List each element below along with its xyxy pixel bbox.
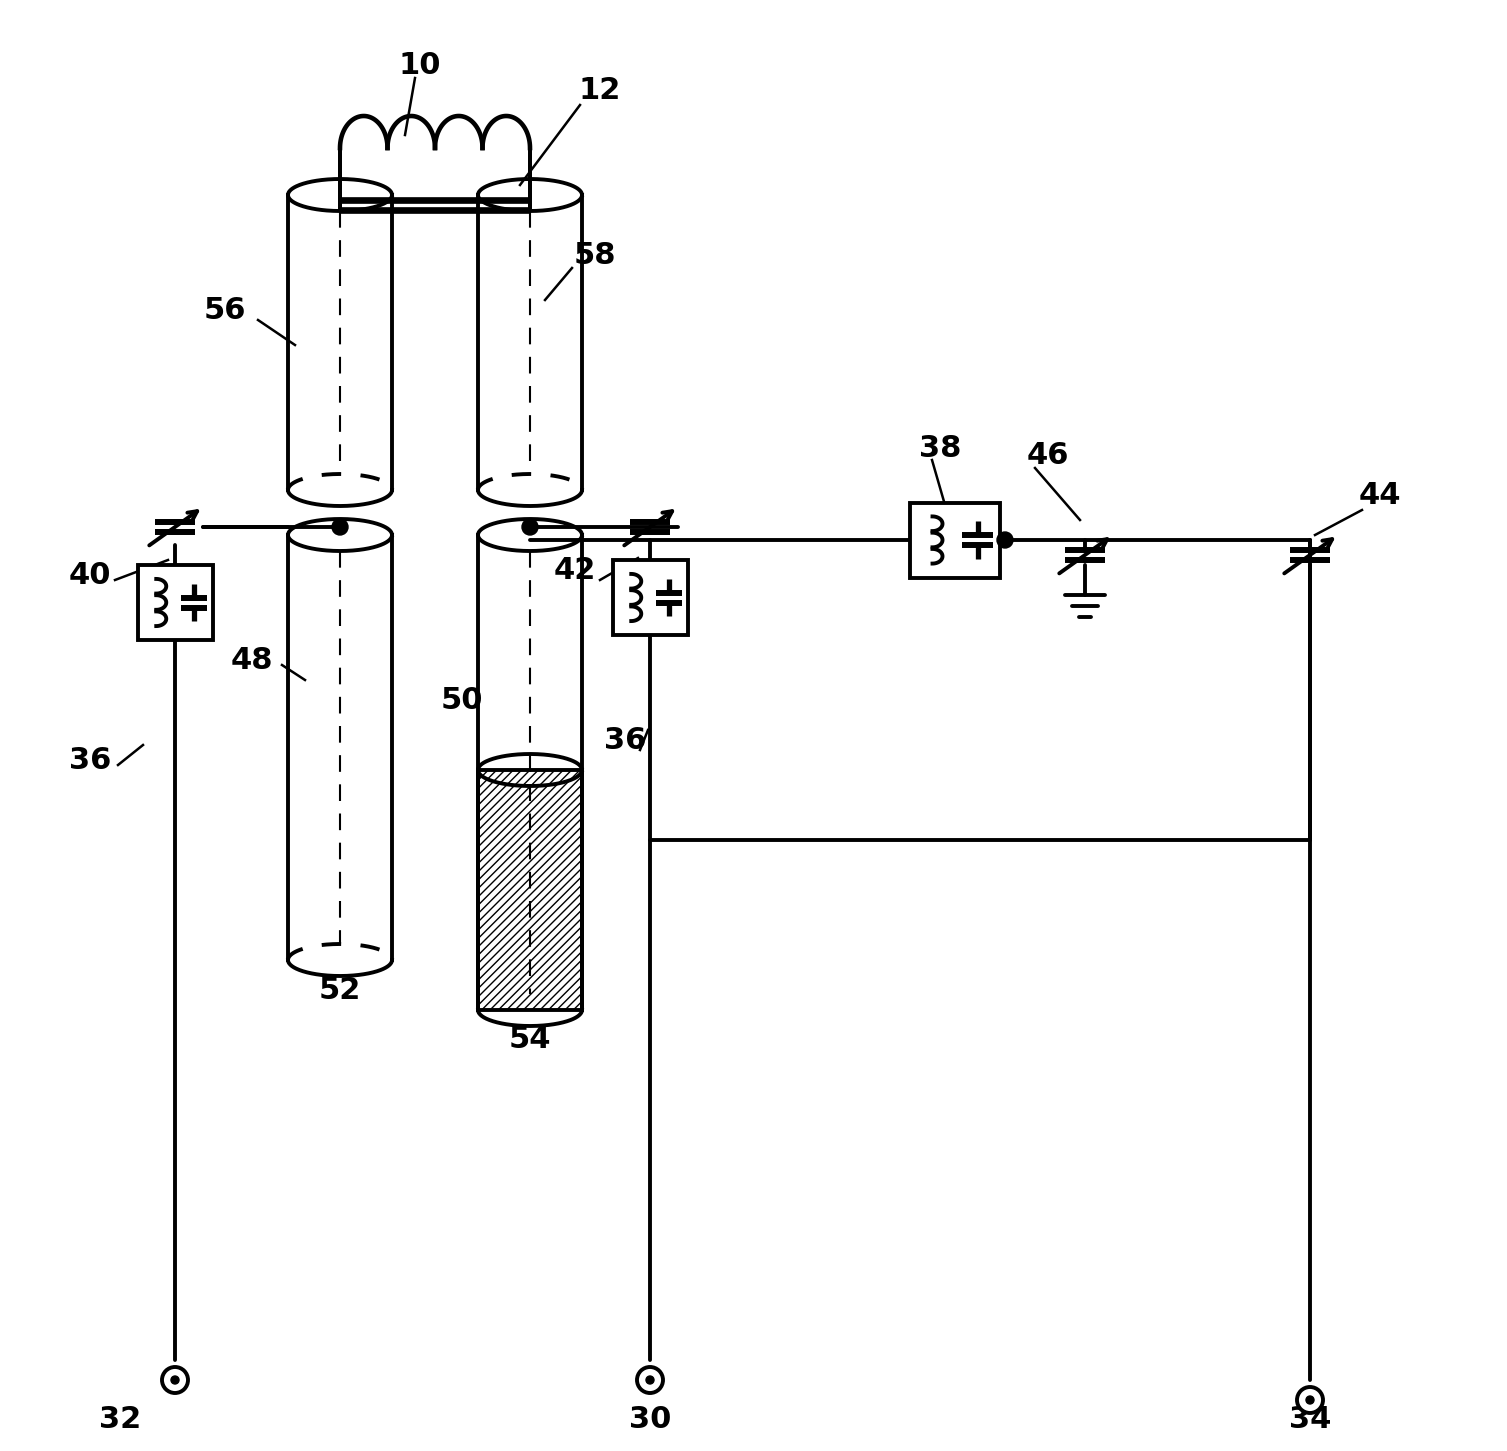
Text: 40: 40 (69, 560, 112, 589)
Text: 56: 56 (203, 296, 246, 325)
Circle shape (1298, 1387, 1323, 1413)
Bar (612, 560, 687, 636)
Circle shape (170, 1376, 179, 1384)
Circle shape (1307, 1396, 1314, 1405)
Text: 54: 54 (509, 1026, 552, 1055)
Text: 30: 30 (628, 1406, 671, 1435)
Circle shape (521, 519, 538, 535)
Text: 38: 38 (919, 434, 961, 463)
Text: 46: 46 (1026, 441, 1070, 470)
Text: 34: 34 (1288, 1406, 1331, 1435)
Bar (478, 770, 582, 1010)
Text: 50: 50 (440, 685, 484, 714)
Text: 44: 44 (1359, 480, 1402, 509)
Circle shape (998, 533, 1013, 548)
Bar (137, 564, 212, 640)
Text: 42: 42 (553, 556, 597, 585)
Text: 32: 32 (99, 1406, 142, 1435)
Circle shape (647, 1376, 654, 1384)
Text: 52: 52 (319, 975, 362, 1004)
Text: 12: 12 (579, 75, 621, 104)
Bar (478, 535, 582, 1010)
Circle shape (332, 519, 348, 535)
Text: 36: 36 (69, 746, 112, 775)
Text: 58: 58 (574, 241, 616, 270)
Bar (910, 502, 1001, 577)
Circle shape (637, 1367, 663, 1393)
Text: 48: 48 (231, 646, 273, 675)
Text: 36: 36 (604, 726, 647, 755)
Circle shape (161, 1367, 188, 1393)
Text: 10: 10 (399, 51, 442, 80)
